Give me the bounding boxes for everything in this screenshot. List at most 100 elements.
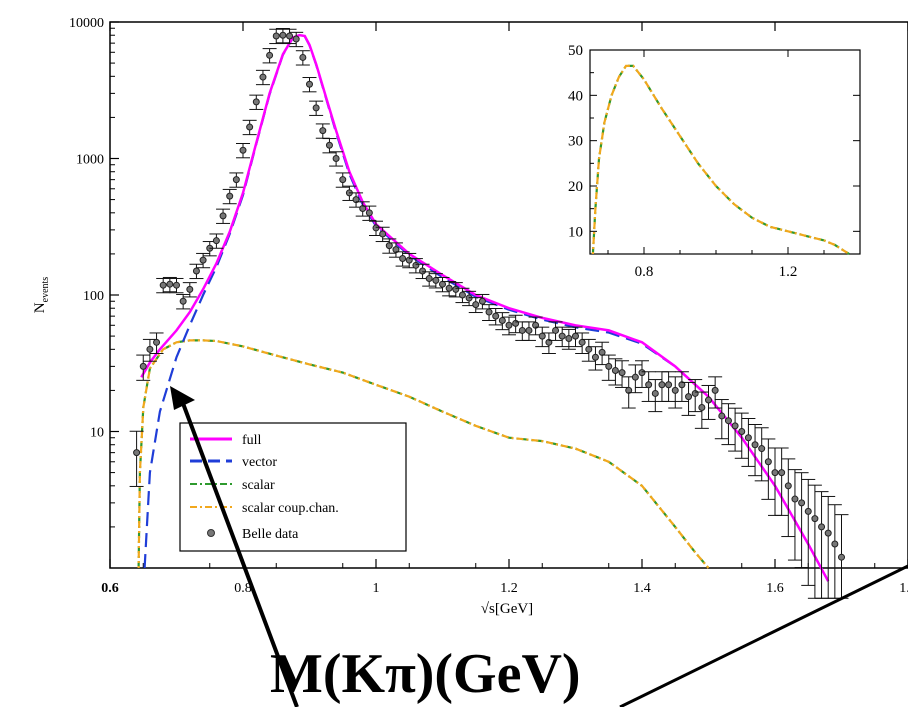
data-point bbox=[572, 332, 579, 340]
main-curves bbox=[137, 33, 830, 582]
data-point bbox=[525, 326, 533, 334]
data-point bbox=[226, 192, 234, 200]
data-point bbox=[186, 285, 194, 293]
legend-label-scalar: scalar bbox=[242, 478, 275, 493]
overlay-slash-line bbox=[619, 564, 908, 707]
data-point bbox=[199, 256, 207, 264]
inset-curves bbox=[591, 64, 850, 255]
data-point bbox=[232, 176, 240, 184]
legend-marker-belle-data bbox=[207, 529, 215, 537]
x-tick-label: 1 bbox=[373, 581, 380, 596]
data-point bbox=[645, 381, 653, 389]
data-point bbox=[778, 469, 786, 477]
x-tick-label: 1.4 bbox=[633, 581, 651, 596]
data-point bbox=[625, 386, 633, 394]
data-point bbox=[724, 417, 732, 425]
data-point bbox=[279, 31, 287, 39]
data-point bbox=[339, 176, 347, 184]
arrow-head bbox=[170, 386, 195, 410]
data-point bbox=[312, 104, 320, 112]
legend-box bbox=[179, 422, 407, 552]
data-point bbox=[658, 381, 666, 389]
data-point bbox=[492, 312, 500, 320]
main-points bbox=[129, 28, 849, 599]
x-axis-title: √s[GeV] bbox=[481, 601, 533, 617]
data-point bbox=[744, 434, 752, 442]
data-point bbox=[272, 32, 280, 40]
inset-y-tick-label: 30 bbox=[568, 134, 583, 150]
data-point bbox=[824, 529, 832, 537]
data-point bbox=[332, 155, 340, 162]
data-point bbox=[784, 482, 792, 490]
data-point bbox=[292, 35, 300, 43]
data-point bbox=[591, 353, 599, 361]
data-point bbox=[399, 255, 407, 263]
data-point bbox=[705, 396, 712, 404]
data-point bbox=[365, 209, 373, 217]
data-point bbox=[731, 422, 739, 430]
data-point bbox=[166, 280, 174, 288]
data-point bbox=[179, 297, 187, 305]
y-axis-title: Nevents bbox=[32, 277, 51, 313]
inset-y-tick-label: 50 bbox=[568, 43, 583, 59]
data-point bbox=[512, 319, 520, 327]
data-point bbox=[266, 51, 274, 59]
data-point bbox=[173, 281, 180, 289]
data-point bbox=[691, 389, 699, 397]
inset-x-tick-label: 1.2 bbox=[779, 264, 798, 280]
data-point bbox=[804, 507, 812, 515]
data-point bbox=[771, 469, 779, 477]
data-point bbox=[671, 386, 679, 394]
data-point bbox=[678, 381, 686, 389]
data-point bbox=[558, 332, 566, 340]
data-point bbox=[192, 267, 200, 275]
overlay-mass-label: M(Kπ)(GeV) bbox=[270, 643, 581, 705]
data-point bbox=[505, 321, 513, 329]
data-point bbox=[791, 495, 799, 503]
x-tick-label: 1.2 bbox=[500, 581, 518, 596]
legend: full vector scalar scalar coup.chan. Bel… bbox=[179, 422, 407, 552]
data-point bbox=[578, 338, 586, 346]
data-point bbox=[445, 284, 453, 292]
data-point bbox=[498, 317, 506, 325]
data-point bbox=[818, 523, 826, 531]
data-point bbox=[718, 412, 726, 420]
data-point bbox=[631, 373, 639, 381]
data-point bbox=[392, 246, 400, 254]
x-tick-label: 1.6 bbox=[766, 581, 784, 596]
data-point bbox=[439, 280, 446, 288]
data-point bbox=[286, 32, 294, 40]
data-point bbox=[133, 449, 141, 457]
data-point bbox=[838, 553, 845, 561]
x-tick-label: 0.8 bbox=[234, 581, 252, 596]
x-tick-label: 0.6 bbox=[101, 581, 119, 596]
data-point bbox=[319, 127, 327, 135]
data-point bbox=[412, 261, 420, 269]
x-tick-label: 1.8 bbox=[899, 581, 908, 596]
data-point bbox=[758, 445, 766, 453]
data-point bbox=[259, 73, 267, 81]
inset-y-tick-label: 10 bbox=[568, 224, 583, 240]
y-tick-label: 1000 bbox=[76, 153, 104, 168]
data-point bbox=[478, 297, 486, 305]
data-point bbox=[452, 285, 460, 293]
data-point bbox=[685, 393, 693, 401]
data-point bbox=[159, 281, 167, 289]
data-point bbox=[751, 441, 759, 449]
data-point bbox=[405, 256, 413, 264]
data-point bbox=[425, 275, 433, 283]
data-point bbox=[306, 80, 313, 88]
data-point bbox=[372, 224, 380, 232]
data-point bbox=[811, 515, 819, 523]
legend-label-vector: vector bbox=[242, 455, 277, 470]
data-point bbox=[246, 123, 254, 131]
data-point bbox=[698, 403, 706, 411]
data-point bbox=[352, 196, 360, 204]
data-point bbox=[359, 205, 367, 213]
data-point bbox=[605, 362, 613, 370]
data-point bbox=[665, 381, 673, 389]
series-line-scalar-coup-chan bbox=[137, 339, 710, 569]
y-tick-label: 100 bbox=[83, 289, 104, 304]
